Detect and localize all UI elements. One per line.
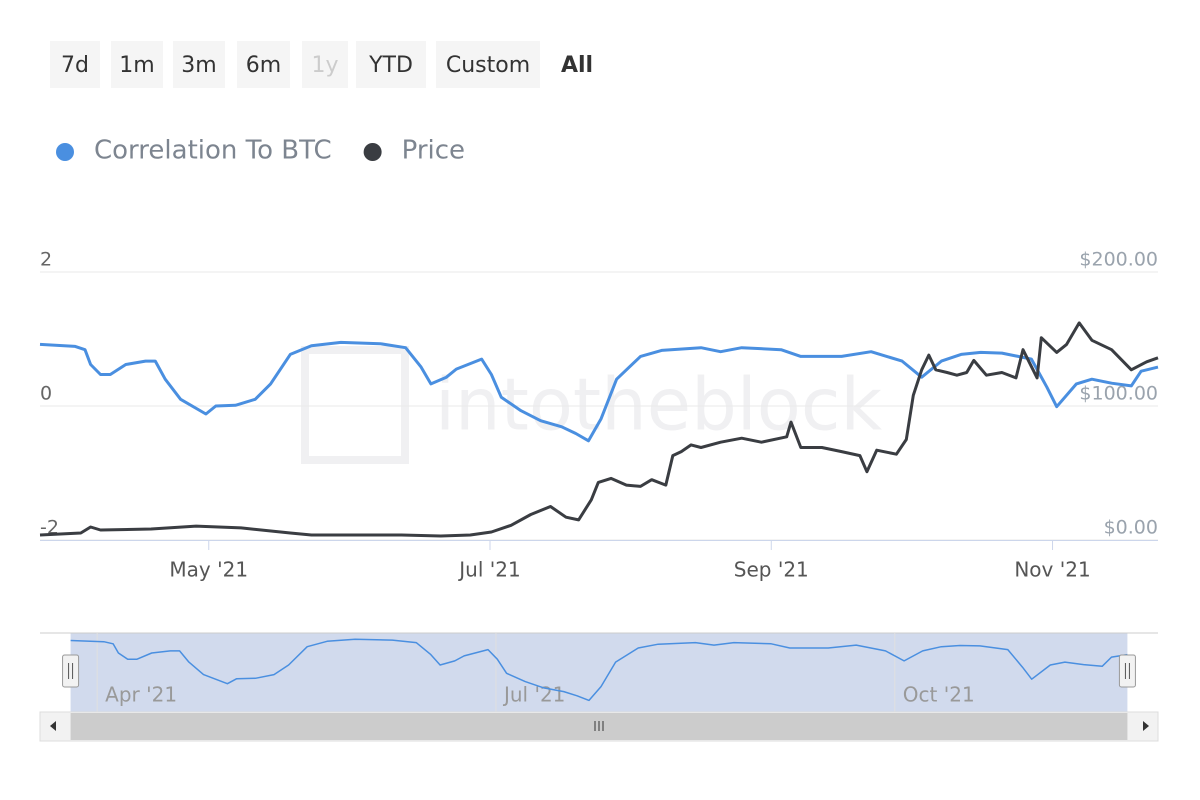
- legend-item[interactable]: Correlation To BTC: [56, 136, 332, 166]
- x-tick-label: Nov '21: [1014, 558, 1090, 582]
- button-bg: [173, 41, 225, 88]
- scroll-left[interactable]: [50, 721, 56, 731]
- button-label: 1m: [119, 53, 154, 78]
- x-tick-label: Jul '21: [457, 558, 520, 582]
- button-label: YTD: [368, 53, 413, 78]
- y2-tick-label: $100.00: [1079, 383, 1158, 405]
- button-label: 3m: [181, 53, 216, 78]
- button-bg: [436, 41, 540, 88]
- series-line: [39, 340, 1159, 443]
- range-button[interactable]: 3m: [173, 41, 225, 88]
- handle-body: [62, 654, 80, 688]
- button-label: Custom: [446, 53, 530, 78]
- navigator-line: [70, 638, 1128, 702]
- navigator-handle[interactable]: [62, 654, 80, 688]
- legend-label: Price: [402, 136, 465, 166]
- x-tick-label: Sep '21: [734, 558, 809, 582]
- legend-marker: [56, 143, 74, 161]
- button-bg: [50, 41, 100, 88]
- navigator-label: Oct '21: [903, 683, 975, 707]
- watermark: intotheblock: [435, 363, 882, 447]
- x-tick-label: May '21: [169, 558, 248, 582]
- handle-body: [1118, 654, 1136, 688]
- handle-grip: [1124, 663, 1130, 679]
- legend-marker: [363, 143, 382, 161]
- range-button[interactable]: 1m: [111, 41, 163, 88]
- y-tick-label: 0: [40, 383, 52, 405]
- navigator-label: Jul '21: [502, 683, 565, 707]
- range-button[interactable]: 7d: [50, 41, 100, 88]
- button-bg: [356, 41, 426, 88]
- y-tick-label: 2: [40, 249, 52, 271]
- button-bg: [237, 41, 290, 88]
- button-label: 1y: [311, 53, 338, 78]
- range-button[interactable]: YTD: [356, 41, 426, 88]
- series-line: [39, 321, 1159, 538]
- y2-tick-label: $200.00: [1079, 249, 1158, 271]
- navigator-label: Apr '21: [105, 683, 177, 707]
- scrollbar-grip: [594, 721, 604, 731]
- scroll-right[interactable]: [1143, 721, 1149, 731]
- legend-item[interactable]: Price: [363, 136, 465, 166]
- y2-tick-label: $0.00: [1104, 517, 1158, 539]
- button-bg: [302, 41, 348, 88]
- handle-grip: [68, 663, 74, 679]
- navigator-handle[interactable]: [1118, 654, 1136, 688]
- button-label: 7d: [61, 53, 89, 78]
- range-button[interactable]: 6m: [237, 41, 290, 88]
- button-label: 6m: [246, 53, 281, 78]
- range-button[interactable]: Custom: [436, 41, 540, 88]
- button-label: All: [561, 53, 593, 78]
- range-button[interactable]: All: [561, 53, 593, 78]
- legend-label: Correlation To BTC: [94, 136, 332, 166]
- watermark-logo: [301, 346, 409, 464]
- button-bg: [111, 41, 163, 88]
- range-button: 1y: [302, 41, 348, 88]
